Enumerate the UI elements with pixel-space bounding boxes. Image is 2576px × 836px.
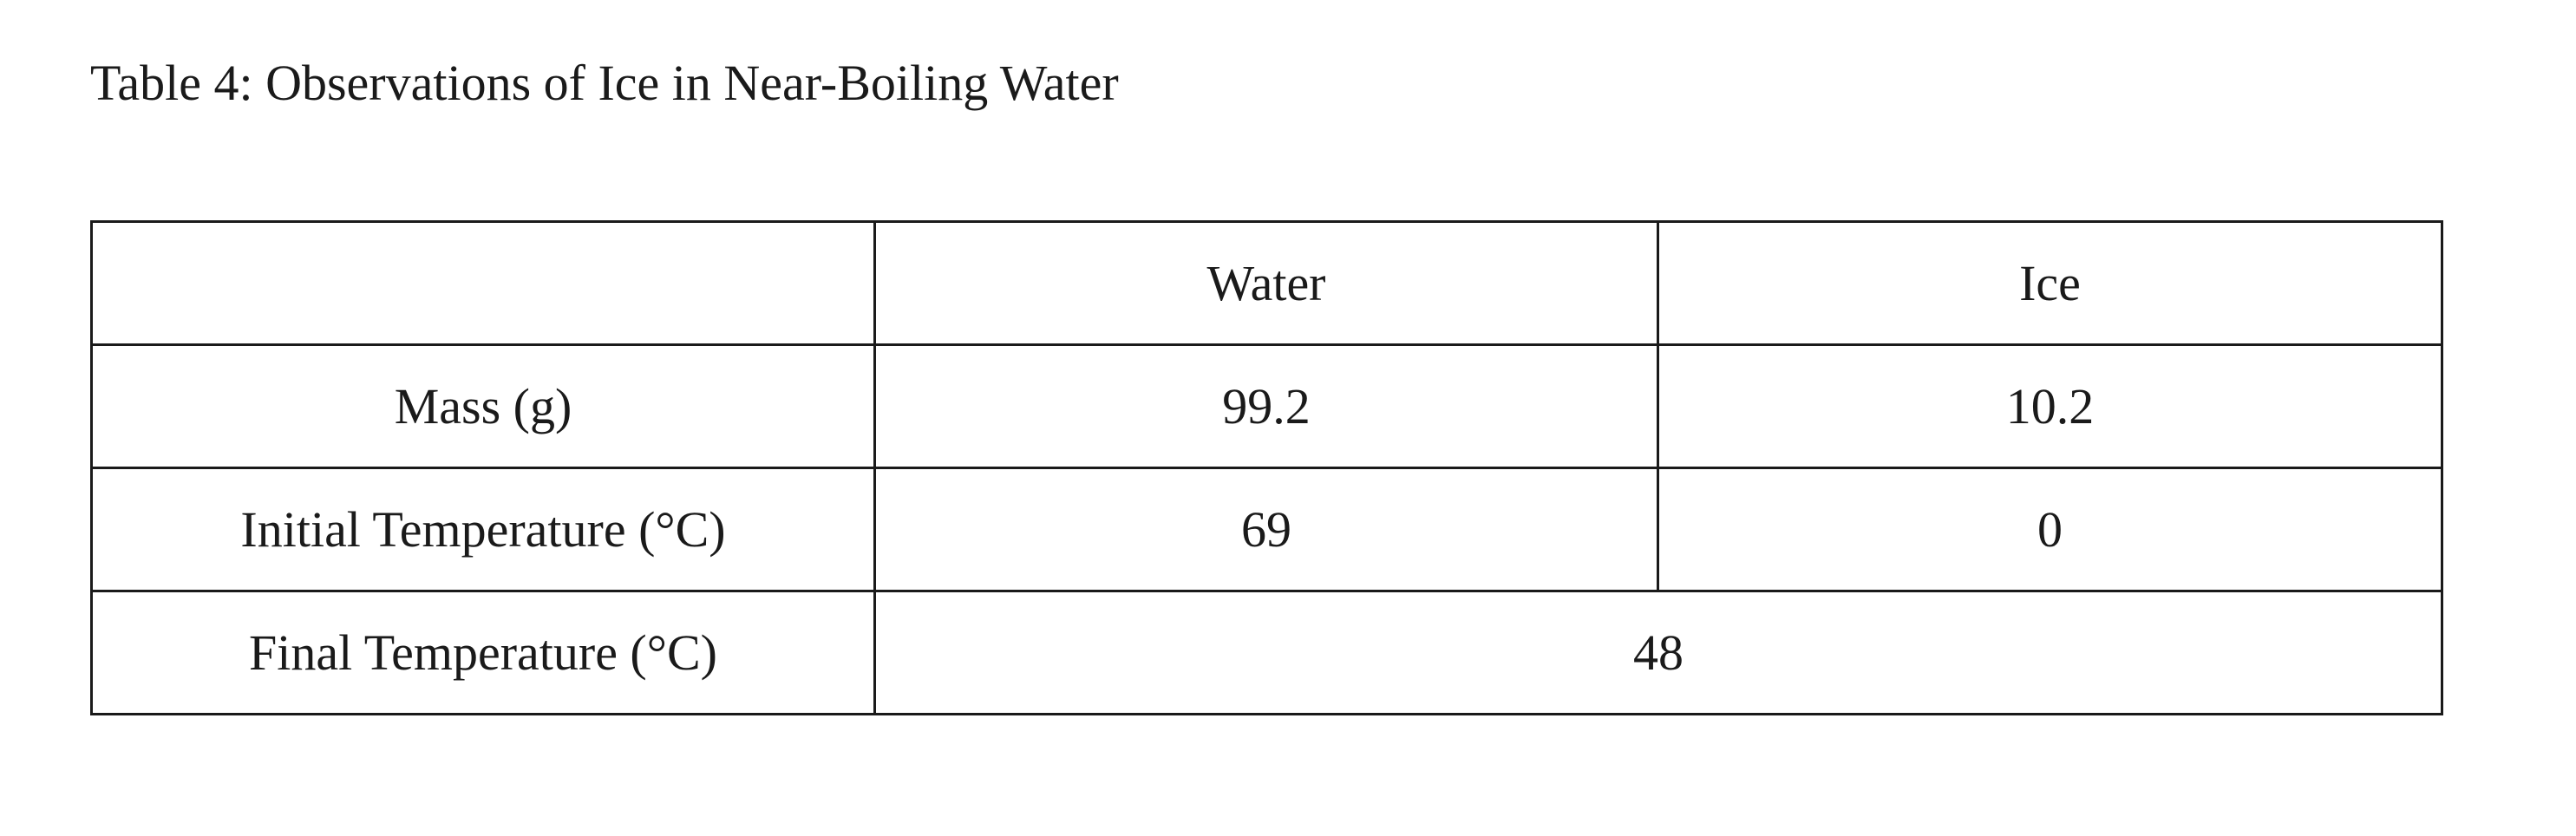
- observations-table: Water Ice Mass (g) 99.2 10.2 Initial Tem…: [90, 220, 2443, 715]
- water-mass-cell: 99.2: [873, 343, 1659, 469]
- table-header-row: Water Ice: [90, 220, 2443, 346]
- ice-mass-cell: 10.2: [1657, 343, 2443, 469]
- row-label: Initial Temperature (°C): [90, 467, 876, 592]
- table-row-final-temperature: Final Temperature (°C) 48: [90, 590, 2443, 715]
- table-caption: Table 4: Observations of Ice in Near-Boi…: [90, 55, 1119, 111]
- row-label: Final Temperature (°C): [90, 590, 876, 715]
- table-row-initial-temperature: Initial Temperature (°C) 69 0: [90, 467, 2443, 592]
- row-label: Mass (g): [90, 343, 876, 469]
- ice-initial-temperature-cell: 0: [1657, 467, 2443, 592]
- final-temperature-cell: 48: [873, 590, 2443, 715]
- corner-cell: [90, 220, 876, 346]
- table-row-mass: Mass (g) 99.2 10.2: [90, 343, 2443, 469]
- column-header-water: Water: [873, 220, 1659, 346]
- column-header-ice: Ice: [1657, 220, 2443, 346]
- water-initial-temperature-cell: 69: [873, 467, 1659, 592]
